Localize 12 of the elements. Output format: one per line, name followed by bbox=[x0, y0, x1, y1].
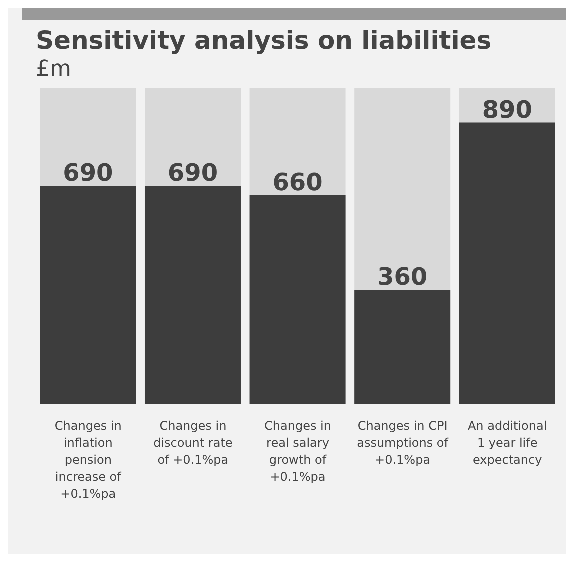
chart-subtitle: £m bbox=[36, 57, 72, 82]
data-label: 690 bbox=[63, 158, 114, 187]
data-label: 360 bbox=[378, 263, 428, 292]
data-label: 660 bbox=[272, 168, 323, 196]
x-tick-label: Changes in real salary growth of +0.1%pa bbox=[264, 419, 332, 484]
x-tick-label: Changes in CPI assumptions of +0.1%pa bbox=[357, 419, 450, 467]
x-tick-label: An additional 1 year life expectancy bbox=[468, 419, 548, 467]
x-tick-label: Changes in discount rate of +0.1%pa bbox=[154, 419, 233, 467]
x-tick-label: Changes in inflation pension increase of +0.1%pa bbox=[54, 419, 122, 501]
data-label: 690 bbox=[168, 158, 218, 187]
chart-title: Sensitivity analysis on liabilities bbox=[36, 26, 493, 55]
data-label: 890 bbox=[482, 96, 532, 124]
